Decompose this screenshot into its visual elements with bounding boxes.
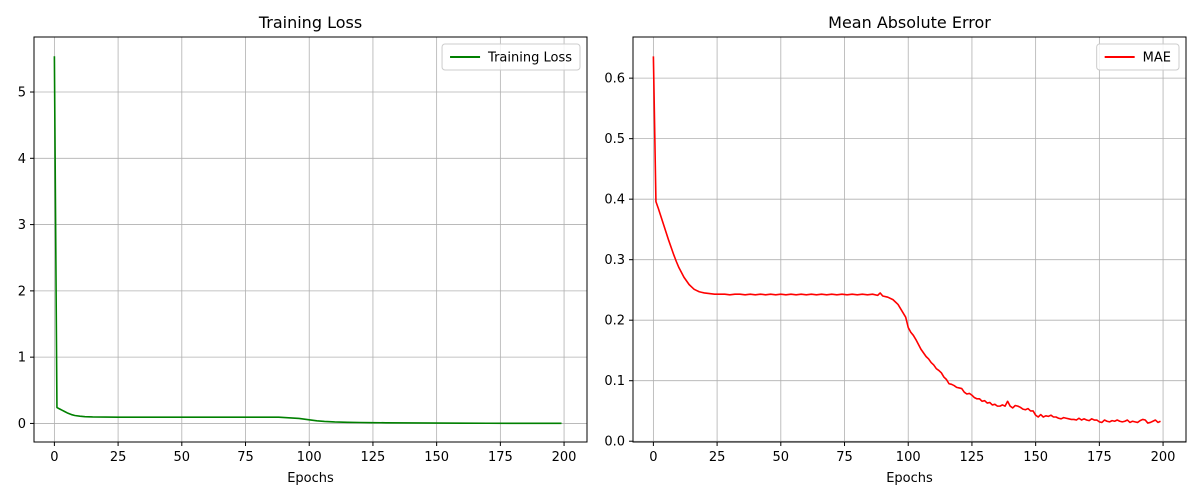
left-chart: 0 25 50 75 100 125 150 175 200 0 1 2 3 4 5 Training Los… bbox=[18, 13, 588, 486]
right-y-tick-label: 0.4 bbox=[604, 193, 625, 208]
right-y-tick-label: 0.0 bbox=[604, 435, 625, 450]
left-x-tick-label: 100 bbox=[297, 450, 322, 465]
left-x-tick-label: 50 bbox=[174, 450, 191, 465]
left-x-axis-label: Epochs bbox=[287, 471, 334, 486]
right-series-line-0 bbox=[652, 56, 1161, 424]
right-legend-box bbox=[1096, 43, 1180, 71]
right-y-tick-label: 0.5 bbox=[604, 132, 625, 147]
left-y-tick-label: 1 bbox=[18, 351, 26, 366]
right-x-tick-label: 150 bbox=[1023, 450, 1048, 465]
right-x-tick-label: 125 bbox=[960, 450, 985, 465]
right-axes-frame bbox=[632, 36, 1187, 443]
right-x-tick-label: 175 bbox=[1087, 450, 1112, 465]
right-y-tick-label: 0.6 bbox=[604, 72, 625, 87]
left-x-tick-label: 150 bbox=[424, 450, 449, 465]
left-chart-title: Training Loss bbox=[258, 13, 362, 32]
left-y-tick-label: 2 bbox=[18, 284, 26, 299]
right-y-tick-label: 0.3 bbox=[604, 253, 625, 268]
left-x-tick-label: 200 bbox=[552, 450, 577, 465]
right-x-tick-label: 25 bbox=[709, 450, 726, 465]
left-y-tick-label: 4 bbox=[18, 152, 26, 167]
right-x-tick-label: 50 bbox=[773, 450, 790, 465]
left-y-tick-label: 0 bbox=[18, 417, 26, 432]
right-y-tick-label: 0.1 bbox=[604, 374, 625, 389]
left-x-tick-label: 0 bbox=[50, 450, 58, 465]
right-x-tick-label: 100 bbox=[896, 450, 921, 465]
left-axes-frame bbox=[33, 36, 588, 443]
left-x-tick-label: 75 bbox=[237, 450, 254, 465]
right-x-tick-label: 0 bbox=[649, 450, 657, 465]
right-x-tick-label: 75 bbox=[836, 450, 853, 465]
left-legend-box bbox=[441, 43, 581, 71]
right-chart: 0 25 50 75 100 125 150 175 200 0.0 0.1 0.2 0.3 0.4 0.5… bbox=[604, 13, 1187, 486]
right-chart-title: Mean Absolute Error bbox=[828, 13, 991, 32]
right-x-axis-label: Epochs bbox=[886, 471, 933, 486]
right-y-tick-label: 0.2 bbox=[604, 314, 625, 329]
left-y-tick-label: 3 bbox=[18, 218, 26, 233]
left-series-line-0 bbox=[53, 56, 562, 425]
left-x-tick-label: 25 bbox=[110, 450, 127, 465]
left-legend: Training Loss bbox=[441, 43, 581, 71]
right-legend: MAE bbox=[1096, 43, 1180, 71]
left-legend-label: Training Loss bbox=[487, 51, 572, 66]
left-x-tick-label: 125 bbox=[361, 450, 386, 465]
right-x-tick-label: 200 bbox=[1151, 450, 1176, 465]
left-y-tick-label: 5 bbox=[18, 86, 26, 101]
right-legend-label: MAE bbox=[1143, 51, 1171, 66]
left-x-tick-label: 175 bbox=[488, 450, 513, 465]
